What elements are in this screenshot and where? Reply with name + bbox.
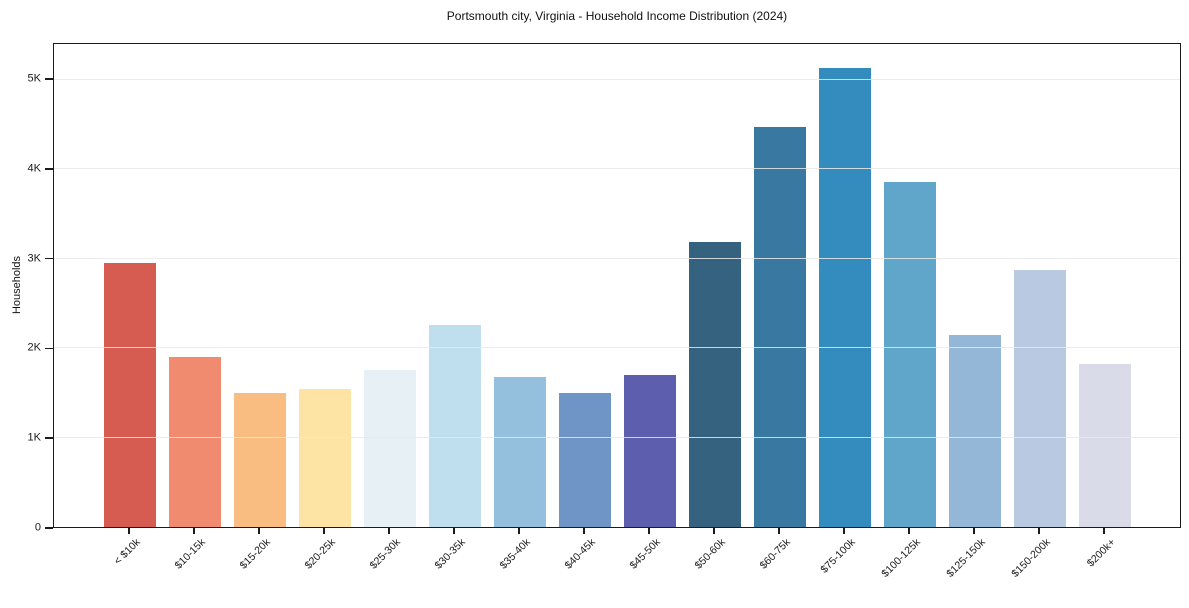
gridline — [54, 78, 1180, 80]
x-tick-mark — [323, 528, 325, 534]
y-tick-label: 1K — [27, 431, 41, 444]
x-tick-label: $10-15k — [172, 536, 208, 572]
x-tick-mark — [258, 528, 260, 534]
y-tick-label: 0 — [34, 521, 41, 534]
bar — [754, 127, 806, 527]
x-tick-mark — [518, 528, 520, 534]
x-tick-label: $75-100k — [818, 536, 858, 576]
bar — [884, 181, 936, 527]
bar — [169, 357, 221, 527]
x-tick-label: $30-35k — [432, 536, 468, 572]
x-tick-label: $150-200k — [1009, 536, 1053, 580]
x-tick-mark — [388, 528, 390, 534]
bar — [364, 370, 416, 527]
x-tick-label: $100-125k — [879, 536, 923, 580]
bar — [1079, 364, 1131, 527]
x-tick-mark — [128, 528, 130, 534]
x-tick-label: $45-50k — [627, 536, 663, 572]
gridline — [54, 168, 1180, 170]
x-tick-label: $50-60k — [692, 536, 728, 572]
x-tick-label: $15-20k — [237, 536, 273, 572]
gridline — [54, 436, 1180, 438]
y-tick-mark — [45, 78, 53, 80]
x-tick-label: $200k+ — [1084, 536, 1118, 570]
y-tick-label: 5K — [27, 72, 41, 85]
bar — [494, 376, 546, 527]
x-tick-label: $20-25k — [302, 536, 338, 572]
x-tick-mark — [453, 528, 455, 534]
x-tick-label: $40-45k — [562, 536, 598, 572]
y-tick-mark — [45, 347, 53, 350]
y-tick-label: 2K — [27, 341, 41, 354]
bar — [624, 374, 676, 527]
x-tick-label: $60-75k — [757, 536, 793, 572]
bar — [104, 263, 156, 527]
x-tick-mark — [193, 528, 195, 534]
chart-title: Portsmouth city, Virginia - Household In… — [446, 9, 788, 23]
gridline — [54, 347, 1180, 349]
bar — [1014, 270, 1066, 527]
x-tick-mark — [973, 528, 975, 534]
x-tick-label: < $10k — [111, 536, 143, 568]
x-tick-label: $35-40k — [497, 536, 533, 572]
y-tick-mark — [45, 257, 53, 260]
x-tick-mark — [1038, 528, 1040, 534]
plot-area — [53, 43, 1181, 528]
x-tick-mark — [778, 528, 780, 534]
x-tick-mark — [648, 528, 650, 534]
bar — [819, 68, 871, 527]
y-tick-mark — [45, 527, 53, 529]
bar — [429, 324, 481, 527]
y-tick-mark — [45, 168, 53, 170]
bar — [949, 334, 1001, 527]
x-tick-mark — [908, 528, 910, 534]
bar — [234, 392, 286, 527]
y-tick-label: 4K — [27, 162, 41, 175]
y-axis-label: Households — [11, 255, 23, 315]
x-tick-mark — [843, 528, 845, 534]
x-tick-label: $25-30k — [367, 536, 403, 572]
bar — [299, 389, 351, 527]
y-tick-mark — [45, 437, 53, 439]
x-tick-mark — [583, 528, 585, 534]
gridline — [54, 257, 1180, 259]
x-tick-label: $125-150k — [944, 536, 988, 580]
x-tick-mark — [1103, 528, 1105, 534]
bar — [689, 241, 741, 527]
bar — [559, 392, 611, 527]
x-tick-mark — [713, 528, 715, 534]
